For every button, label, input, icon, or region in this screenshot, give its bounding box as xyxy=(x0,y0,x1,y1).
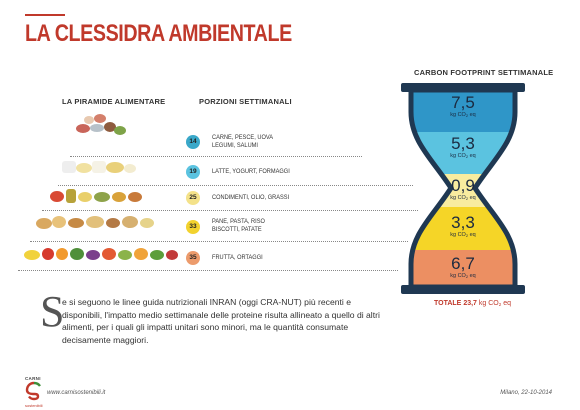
hourglass-value: 6,7 xyxy=(451,254,475,273)
fish-icon xyxy=(90,124,104,132)
carni-sostenibili-logo-icon xyxy=(25,381,41,401)
hourglass-unit: kg CO2 eq xyxy=(450,195,476,201)
drop-cap: S xyxy=(40,287,65,336)
row-divider xyxy=(42,210,418,211)
orange-icon xyxy=(56,248,68,260)
total-label: TOTALE xyxy=(434,300,462,307)
hourglass-unit: kg CO2 eq xyxy=(450,153,476,159)
hourglass-bottom-cap xyxy=(401,285,525,294)
steak-icon xyxy=(76,124,90,133)
crackers-icon xyxy=(106,218,120,228)
oil-bottle-icon xyxy=(66,189,76,203)
meat-icon xyxy=(94,114,106,123)
body-paragraph: e si seguono le linee guida nutrizionali… xyxy=(62,297,380,345)
egg-icon xyxy=(84,116,94,124)
hourglass-value: 5,3 xyxy=(451,134,475,153)
row-divider xyxy=(58,185,413,186)
bread-icon xyxy=(36,218,52,229)
row-label-line: CARNE, PESCE, UOVA xyxy=(212,134,273,141)
pyramid-heading: LA PIRAMIDE ALIMENTARE xyxy=(62,97,166,106)
portion-badge: 35 xyxy=(186,251,200,265)
olives-icon xyxy=(94,192,110,202)
peas-icon xyxy=(114,126,126,135)
food-pyramid-illustration xyxy=(18,112,186,272)
hourglass-unit: kg CO2 eq xyxy=(450,232,476,238)
mozzarella-icon xyxy=(124,164,136,173)
carbon-heading: CARBON FOOTPRINT SETTIMANALE xyxy=(414,68,554,77)
butter-icon xyxy=(78,192,92,202)
row-label: LATTE, YOGURT, FORMAGGI xyxy=(212,168,290,175)
banana-icon xyxy=(24,250,40,260)
cheese-wheel-icon xyxy=(106,162,124,173)
spices-icon xyxy=(128,192,142,202)
grapes-icon xyxy=(86,250,100,260)
row-divider xyxy=(18,270,398,271)
date-place: Milano, 22-10-2014 xyxy=(500,390,552,396)
pepper-icon xyxy=(102,248,116,260)
salad-icon xyxy=(118,250,132,260)
website-url: www.carnisostenibili.it xyxy=(47,390,106,396)
carbon-hourglass: 7,5 kg CO2 eq 5,3 kg CO2 eq 0,9 kg CO2 e… xyxy=(395,80,531,297)
hourglass-shape xyxy=(401,83,525,294)
pasta-icon xyxy=(52,216,66,228)
rice-icon xyxy=(86,216,104,228)
potato-icon xyxy=(122,216,138,228)
corn-icon xyxy=(140,218,154,228)
row-label: FRUTTA, ORTAGGI xyxy=(212,254,263,261)
hourglass-value: 0,9 xyxy=(451,176,475,195)
biscuits-icon xyxy=(68,218,84,228)
title-rule xyxy=(25,14,65,16)
hourglass-unit: kg CO2 eq xyxy=(450,112,476,118)
portion-badge: 33 xyxy=(186,220,200,234)
hourglass-unit: kg CO2 eq xyxy=(450,273,476,279)
yogurt-icon xyxy=(92,161,106,173)
row-label: PANE, PASTA, RISO BISCOTTI, PATATE xyxy=(212,218,265,234)
nuts-icon xyxy=(112,192,126,202)
broccoli-icon xyxy=(70,248,84,260)
row-divider xyxy=(70,156,362,157)
legumes-icon xyxy=(104,122,116,132)
portion-badge: 19 xyxy=(186,165,200,179)
apple-icon xyxy=(42,248,54,260)
zucchini-icon xyxy=(150,250,164,260)
hourglass-segment-fruit-veg xyxy=(411,250,515,287)
milk-icon xyxy=(62,161,76,173)
logo-subtitle: sostenibili xyxy=(25,403,43,408)
hourglass-value: 7,5 xyxy=(451,93,475,112)
hourglass-value: 3,3 xyxy=(451,213,475,232)
row-label-line: PANE, PASTA, RISO xyxy=(212,218,265,225)
portion-badge: 14 xyxy=(186,135,200,149)
portion-badge: 25 xyxy=(186,191,200,205)
row-divider xyxy=(30,241,408,242)
cherries-icon xyxy=(166,250,178,260)
row-label-line: LEGUMI, SALUMI xyxy=(212,142,258,149)
page-title: LA CLESSIDRA AMBIENTALE xyxy=(25,20,292,47)
hourglass-segment-meat xyxy=(411,90,515,132)
hourglass-top-cap xyxy=(401,83,525,92)
tomato-icon xyxy=(50,191,64,202)
row-label: CONDIMENTI, OLIO, GRASSI xyxy=(212,194,290,201)
total-value: 23,7 xyxy=(463,300,477,307)
cheese-icon xyxy=(76,163,92,173)
row-label-line: BISCOTTI, PATATE xyxy=(212,226,262,233)
logo-wordmark: CARNI xyxy=(25,376,41,381)
row-label: CARNE, PESCE, UOVA LEGUMI, SALUMI xyxy=(212,134,273,150)
carrot-icon xyxy=(134,248,148,260)
portions-heading: PORZIONI SETTIMANALI xyxy=(199,97,292,106)
total-footprint: TOTALE 23,7 kg CO2 eq xyxy=(434,300,511,307)
